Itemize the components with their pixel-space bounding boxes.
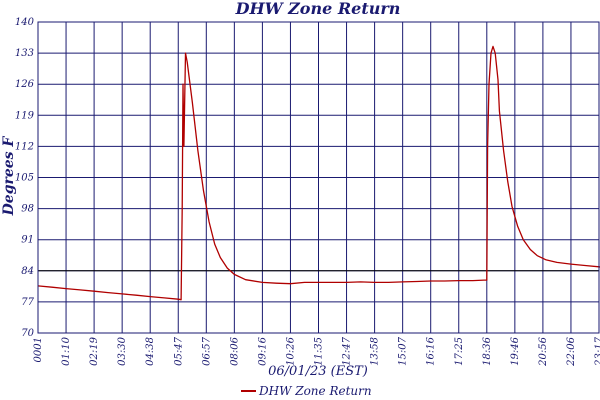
x-tick-label: 05:47 [173,336,184,365]
y-tick-label: 84 [21,266,34,277]
x-tick-label: 12:47 [342,336,353,365]
legend-label: DHW Zone Return [258,384,372,398]
x-tick-label: 09:16 [257,336,268,365]
x-axis-ticks: 0001 01:10 02:19 03:30 04:38 05:47 06:57 08:06 0… [33,336,600,366]
x-tick-label: 11:35 [314,337,325,366]
y-tick-label: 112 [15,141,34,152]
plot-frame [37,21,600,334]
series-group [37,45,600,301]
x-tick-label: 01:10 [61,336,72,365]
x-tick-label: 02:19 [89,336,100,365]
legend: DHW Zone Return [241,384,372,398]
y-tick-label: 119 [15,110,35,121]
y-axis-ticks: 70 77 84 91 98 105 112 119 126 133 140 [15,17,35,339]
y-tick-label: 133 [15,48,34,59]
y-tick-label: 105 [15,173,34,184]
x-tick-label: 19:46 [510,336,521,365]
y-tick-label: 77 [21,297,34,308]
x-tick-label: 10:26 [285,336,296,365]
y-tick-label: 91 [21,235,34,246]
x-tick-label: 0001 [33,337,44,362]
grid [37,21,600,334]
x-tick-label: 20:56 [538,336,549,366]
x-tick-label: 04:38 [145,337,156,366]
x-tick-label: 16:16 [426,336,437,365]
x-tick-label: 06:57 [201,336,212,365]
x-tick-label: 08:06 [229,336,240,365]
x-tick-label: 13:58 [370,337,381,366]
y-tick-label: 126 [15,79,35,90]
y-tick-label: 140 [15,17,35,28]
x-tick-label: 22:06 [566,336,577,366]
x-tick-label: 17:25 [454,337,465,366]
x-tick-label: 15:07 [398,336,409,365]
y-axis-label: Degrees F [1,136,17,217]
chart-title: DHW Zone Return [235,0,401,18]
x-axis-label: 06/01/23 (EST) [268,364,368,379]
x-tick-label: 18:36 [482,336,493,365]
x-tick-label: 03:30 [117,336,128,365]
series-line [37,45,600,301]
x-tick-label: 23:17 [594,336,600,366]
y-tick-label: 98 [21,204,34,215]
y-tick-label: 70 [21,328,34,339]
